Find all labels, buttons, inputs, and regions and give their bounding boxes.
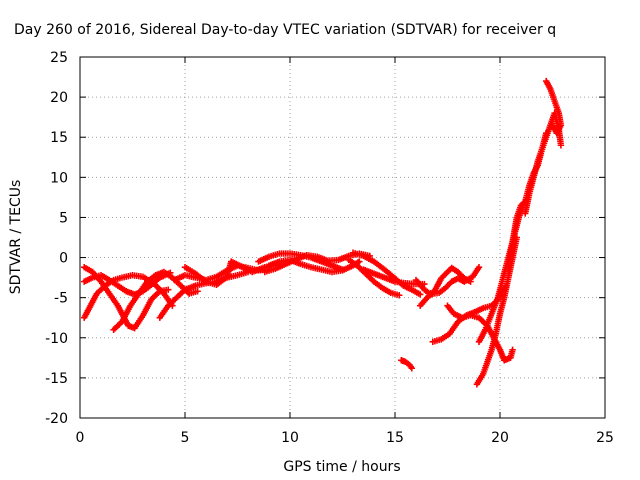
y-tick-label: 25 <box>50 50 68 66</box>
x-tick-label: 20 <box>491 430 509 446</box>
series-arc-3 <box>81 263 172 332</box>
data-point <box>408 365 415 372</box>
x-tick-label: 15 <box>386 430 404 446</box>
y-tick-label: 0 <box>59 251 68 267</box>
chart-title: Day 260 of 2016, Sidereal Day-to-day VTE… <box>14 22 556 38</box>
y-tick-label: -15 <box>45 371 68 387</box>
series-arc-22 <box>522 109 565 217</box>
series-arc-16 <box>417 264 474 309</box>
data-point <box>557 142 565 149</box>
data-point <box>549 121 556 129</box>
ticks <box>79 56 606 419</box>
x-tick-label: 5 <box>181 430 190 446</box>
x-tick-label: 25 <box>596 430 614 446</box>
series-arc-12 <box>349 249 424 298</box>
series-arc-14 <box>398 357 415 372</box>
data-point <box>509 346 516 354</box>
y-tick-label: 5 <box>59 210 68 226</box>
tick-labels: 0 5 10 15 20 25 -20 -15 -10 -5 0 5 10 15 20 25 <box>45 50 614 446</box>
series-arc-23 <box>543 77 565 137</box>
y-tick-label: 10 <box>50 170 68 186</box>
x-axis-label: GPS time / hours <box>283 459 400 475</box>
data-point <box>396 292 403 299</box>
x-tick-label: 10 <box>281 430 299 446</box>
series-arc-7 <box>181 258 281 289</box>
x-tick-label: 0 <box>76 430 85 446</box>
data-point <box>475 263 483 271</box>
data-points <box>81 77 565 388</box>
y-axis-label: SDTVAR / TECUs <box>8 180 24 295</box>
y-tick-label: 20 <box>50 90 68 106</box>
y-tick-label: -5 <box>54 291 68 307</box>
y-tick-label: -20 <box>45 411 68 427</box>
data-point <box>356 258 363 265</box>
y-tick-label: -10 <box>45 331 68 347</box>
data-point <box>194 288 201 295</box>
data-point <box>165 286 172 293</box>
plot-frame <box>79 56 606 419</box>
series-arc-11 <box>345 256 403 299</box>
data-point <box>467 278 474 285</box>
data-point <box>417 291 424 298</box>
series-arc-4 <box>110 268 201 333</box>
y-tick-label: 15 <box>50 130 68 146</box>
grid <box>80 57 605 418</box>
